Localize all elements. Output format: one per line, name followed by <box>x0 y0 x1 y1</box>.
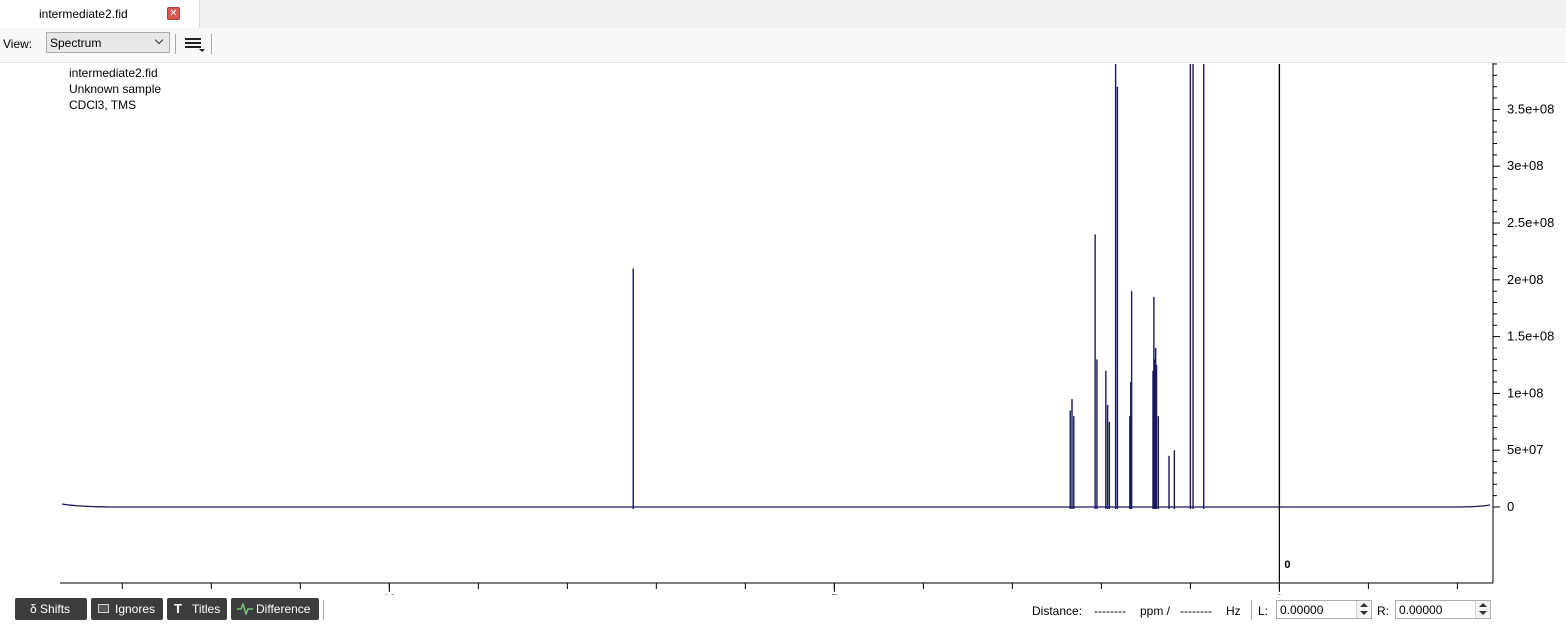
view-select[interactable]: Spectrum <box>46 32 170 53</box>
y-tick-label: 3e+08 <box>1507 158 1544 173</box>
spectrum-peaks <box>632 64 1281 583</box>
distance-label: Distance: <box>1032 604 1083 618</box>
zero-marker-label: 0 <box>1284 559 1290 571</box>
ignores-label: Ignores <box>115 602 156 616</box>
y-tick-label: 2e+08 <box>1507 272 1544 287</box>
bottom-bar: δ Shifts Ignores T Titles Difference Dis… <box>0 596 1566 624</box>
tab-intermediate2[interactable]: intermediate2.fid ✕ <box>0 0 200 28</box>
spin-arrows[interactable] <box>1356 601 1371 618</box>
y-tick-label: 2.5e+08 <box>1507 215 1554 230</box>
tab-bar: intermediate2.fid ✕ <box>0 0 1566 29</box>
right-limit-label: R: <box>1377 604 1389 618</box>
x-tick-label: 5 <box>831 592 838 595</box>
dropdown-arrow-icon <box>199 49 205 52</box>
text-icon: T <box>174 601 182 616</box>
view-select-value: Spectrum <box>50 36 102 50</box>
toolbar: View: Spectrum <box>0 28 1566 63</box>
shifts-button[interactable]: δ Shifts <box>15 598 87 620</box>
right-limit-value: 0.00000 <box>1399 603 1443 617</box>
arrow-down-icon[interactable] <box>1479 611 1487 615</box>
titles-button[interactable]: T Titles <box>167 598 227 620</box>
y-tick-label: 3.5e+08 <box>1507 101 1554 116</box>
titles-label: Titles <box>192 602 221 616</box>
menu-button[interactable] <box>183 35 205 53</box>
toolbar-divider <box>211 34 212 54</box>
left-limit-spinbox[interactable]: 0.00000 <box>1276 600 1372 619</box>
bottom-divider <box>323 600 324 620</box>
right-limit-spinbox[interactable]: 0.00000 <box>1395 600 1491 619</box>
hamburger-icon-line <box>185 46 201 48</box>
hz-unit-label: Hz <box>1226 604 1241 618</box>
spectrum-plot[interactable]: 10 5 0 0 5e+07 1e+08 1.5e+08 2e+08 2.5e+08 3e+08… <box>0 63 1566 595</box>
plot-axes <box>60 63 1494 584</box>
spin-arrows[interactable] <box>1475 601 1490 618</box>
waveform-icon <box>237 603 253 615</box>
arrow-up-icon[interactable] <box>1360 603 1368 607</box>
left-limit-label: L: <box>1258 604 1269 618</box>
ignores-button[interactable]: Ignores <box>91 598 163 620</box>
shifts-label: δ Shifts <box>30 602 71 616</box>
sample-info: intermediate2.fid Unknown sample CDCl3, … <box>69 65 161 113</box>
difference-label: Difference <box>256 602 311 616</box>
spectrum-line <box>61 503 1491 508</box>
hamburger-icon-line <box>185 42 201 44</box>
y-tick-label: 5e+07 <box>1507 442 1544 457</box>
x-tick-label: 10 <box>383 592 397 595</box>
distance-ppm-value: -------- <box>1094 604 1126 618</box>
tab-title: intermediate2.fid <box>39 7 128 21</box>
chevron-down-icon <box>154 35 164 45</box>
sample-filename: intermediate2.fid <box>69 66 158 80</box>
hamburger-icon <box>185 38 201 40</box>
y-axis-ticks: 0 5e+07 1e+08 1.5e+08 2e+08 2.5e+08 3e+08 3.5e+… <box>1284 63 1554 571</box>
distance-hz-value: -------- <box>1180 604 1212 618</box>
left-limit-value: 0.00000 <box>1280 603 1324 617</box>
sample-solvent: CDCl3, TMS <box>69 98 137 112</box>
sample-description: Unknown sample <box>69 82 162 96</box>
arrow-down-icon[interactable] <box>1360 611 1368 615</box>
close-icon[interactable]: ✕ <box>167 7 180 20</box>
ppm-unit-label: ppm / <box>1140 604 1171 618</box>
x-tick-label: 0 <box>1276 592 1283 595</box>
y-tick-label: 1.5e+08 <box>1507 329 1554 344</box>
toolbar-divider <box>175 34 176 54</box>
rectangle-icon <box>98 604 109 613</box>
bottom-divider <box>1251 600 1252 620</box>
view-label: View: <box>3 37 33 51</box>
arrow-up-icon[interactable] <box>1479 603 1487 607</box>
x-axis-ticks: 10 5 0 <box>121 583 1458 595</box>
difference-button[interactable]: Difference <box>231 598 319 620</box>
y-tick-label: 1e+08 <box>1507 385 1544 400</box>
y-tick-label: 0 <box>1507 499 1514 514</box>
